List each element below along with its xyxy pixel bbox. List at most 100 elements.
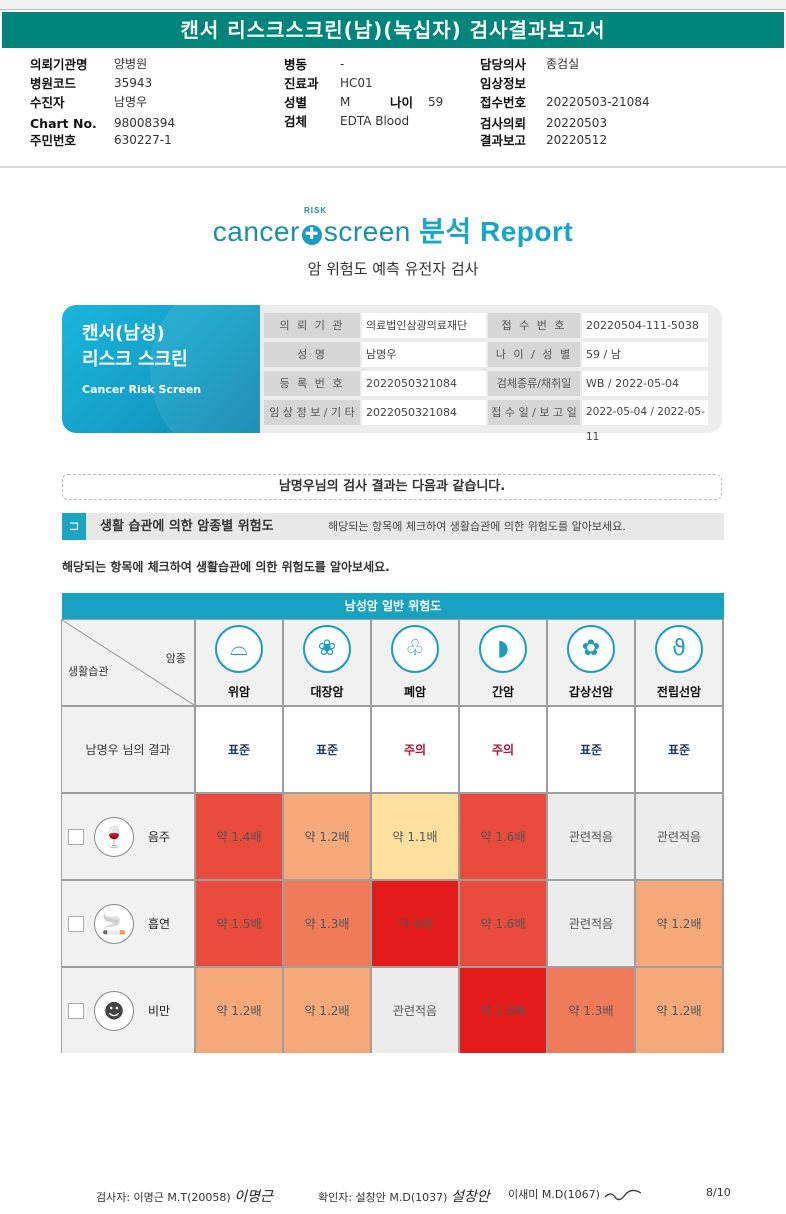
brand-logo: cancer ✚ screen 분석 Report RISK	[0, 206, 786, 250]
footer-doctor2: 이새미 M.D(1067)	[508, 1186, 643, 1202]
risk-cell: 약 1.1배	[372, 794, 458, 879]
top-bar	[0, 0, 786, 10]
lung-icon: ♧	[391, 625, 439, 673]
report-title: 캔서 리스크스크린(남)(녹십자) 검사결과보고서	[2, 12, 784, 48]
result-row-label: 남명우 님의 결과	[62, 707, 194, 792]
receipt-value: 20220503-21084	[546, 95, 650, 109]
request-label: 검사의뢰	[480, 116, 527, 131]
result-intro: 남명우님의 검사 결과는 다음과 같습니다.	[62, 474, 722, 500]
table-corner: 암종 생활습관	[62, 620, 194, 705]
sex-label: 성별	[284, 95, 308, 110]
result-cell: 표준	[284, 707, 370, 792]
habit-checkbox[interactable]	[68, 1002, 84, 1019]
section-bar: ⊐ 생활 습관에 의한 암종별 위험도 해당되는 항목에 체크하여 생활습관에 …	[62, 513, 724, 540]
corner-cancer-label: 암종	[165, 652, 186, 665]
patient-value: 남명우	[114, 95, 148, 109]
risk-cell: 관련적음	[636, 794, 722, 879]
info-value: 2022-05-04 / 2022-05-11	[582, 400, 708, 443]
ward-value: -	[340, 57, 345, 71]
id-label: 주민번호	[30, 133, 77, 148]
receipt-label: 접수번호	[480, 95, 527, 110]
info-label: 성 명	[264, 342, 360, 367]
habit-name: 음주	[148, 830, 171, 844]
doctor2-signature	[604, 1189, 642, 1201]
habit-checkbox[interactable]	[68, 915, 84, 932]
header-patient: 수진자	[30, 95, 65, 111]
colon-icon: ❀	[303, 625, 351, 673]
info-title-en: Cancer Risk Screen	[82, 383, 202, 396]
risk-cell: 약 1.6배	[460, 881, 546, 966]
risk-cell: 관련적음	[548, 881, 634, 966]
info-label: 접 수 번 호	[488, 313, 580, 338]
cancer-header-3: ◗ 간암	[460, 620, 546, 705]
ward-label: 병동	[284, 57, 308, 72]
specimen-label: 검체	[284, 114, 308, 129]
age-label: 나이	[390, 95, 414, 110]
info-value: 남명우	[362, 342, 486, 367]
confirmer-text: 확인자: 설창안 M.D(1037)	[318, 1191, 448, 1204]
brand-subtitle: 암 위험도 예측 유전자 검사	[307, 260, 479, 278]
hospital-code-value: 35943	[114, 76, 153, 90]
table-header: 남성암 일반 위험도	[62, 593, 724, 619]
id-value: 630227-1	[114, 133, 172, 147]
examiner-text: 검사자: 이명근 M.T(20058)	[96, 1191, 231, 1204]
info-card-title: 캔서(남성) 리스크 스크린 Cancer Risk Screen	[62, 305, 260, 433]
info-value: 20220504-111-5038	[582, 313, 708, 338]
result-cell: 주의	[460, 707, 546, 792]
doctor2-text: 이새미 M.D(1067)	[508, 1188, 600, 1201]
cancer-name: 갑상선암	[568, 685, 614, 699]
info-title-line1: 캔서(남성)	[82, 323, 165, 344]
cancer-header-2: ♧ 폐암	[372, 620, 458, 705]
clinical-label: 임상정보	[480, 76, 527, 91]
report-label: 결과보고	[480, 133, 527, 148]
header-id: 주민번호	[30, 133, 76, 149]
risk-cell: 약 9배	[372, 881, 458, 966]
info-row: 등 록 번 호 2022050321084 검체종류/채취일 WB / 2022…	[264, 367, 708, 396]
cancer-name: 위암	[227, 685, 251, 699]
stomach-icon: ⌓	[215, 625, 263, 673]
crosshair-icon: ✚	[301, 225, 322, 245]
brand-analysis: 분석	[419, 216, 472, 247]
examiner-signature: 이명근	[234, 1189, 273, 1205]
result-cell: 표준	[548, 707, 634, 792]
risk-cell: 약 1.2배	[284, 794, 370, 879]
hospital-code-label: 병원코드	[30, 76, 77, 91]
brand-cancer: cancer	[212, 216, 300, 247]
corner-habit-label: 생활습관	[68, 665, 109, 678]
risk-cell: 약 1.5배	[196, 881, 282, 966]
smoking-icon: 🚬	[94, 903, 134, 944]
corner-diagonal	[62, 620, 194, 705]
risk-cell: 약 1.4배	[196, 794, 282, 879]
cancer-header-5: ϑ 전립선암	[636, 620, 722, 705]
header-separator	[0, 166, 786, 168]
header-institution: 의뢰기관명	[30, 57, 88, 73]
habit-checkbox[interactable]	[68, 828, 84, 845]
risk-cell: 관련적음	[548, 794, 634, 879]
risk-cell: 약 1.2배	[284, 968, 370, 1053]
header-hospital-code: 병원코드	[30, 76, 76, 92]
risk-cell: 관련적음	[372, 968, 458, 1053]
specimen-value: EDTA Blood	[340, 114, 410, 128]
risk-table: 암종 생활습관 남명우 님의 결과 ⌓ 위암 표준 ❀ 대장암 표준 ♧ 폐암 주의 ◗ 간암 주의 ✿…	[61, 619, 724, 1053]
section-desc: 해당되는 항목에 체크하여 생활습관에 의한 위험도를 알아보세요.	[328, 520, 626, 533]
dept-label: 진료과	[284, 76, 319, 91]
info-value: 59 / 남	[582, 342, 708, 367]
obesity-icon: ☻	[94, 990, 134, 1031]
institution-label: 의뢰기관명	[30, 57, 88, 72]
doctor-label: 담당의사	[480, 57, 527, 72]
risk-cell: 약 1.2배	[636, 881, 722, 966]
info-label: 접 수 일 / 보 고 일	[488, 400, 580, 425]
footer-confirmer: 확인자: 설창안 M.D(1037) 설창안	[318, 1186, 490, 1206]
risk-cell: 약 1.3배	[284, 881, 370, 966]
risk-cell: 약 1.8배	[460, 968, 546, 1053]
liver-icon: ◗	[479, 625, 527, 673]
alcohol-icon: 🍷	[94, 816, 134, 857]
age-value: 59	[428, 95, 444, 109]
info-label: 검체종류/채취일	[488, 371, 580, 396]
cancer-name: 전립선암	[656, 685, 702, 699]
info-label: 의 뢰 기 관	[264, 313, 360, 338]
cancer-name: 대장암	[310, 685, 344, 699]
info-row: 의 뢰 기 관 의료법인삼광의료재단 접 수 번 호 20220504-111-…	[264, 309, 708, 338]
risk-cell: 약 1.6배	[460, 794, 546, 879]
info-label: 나 이 / 성 별	[488, 342, 580, 367]
